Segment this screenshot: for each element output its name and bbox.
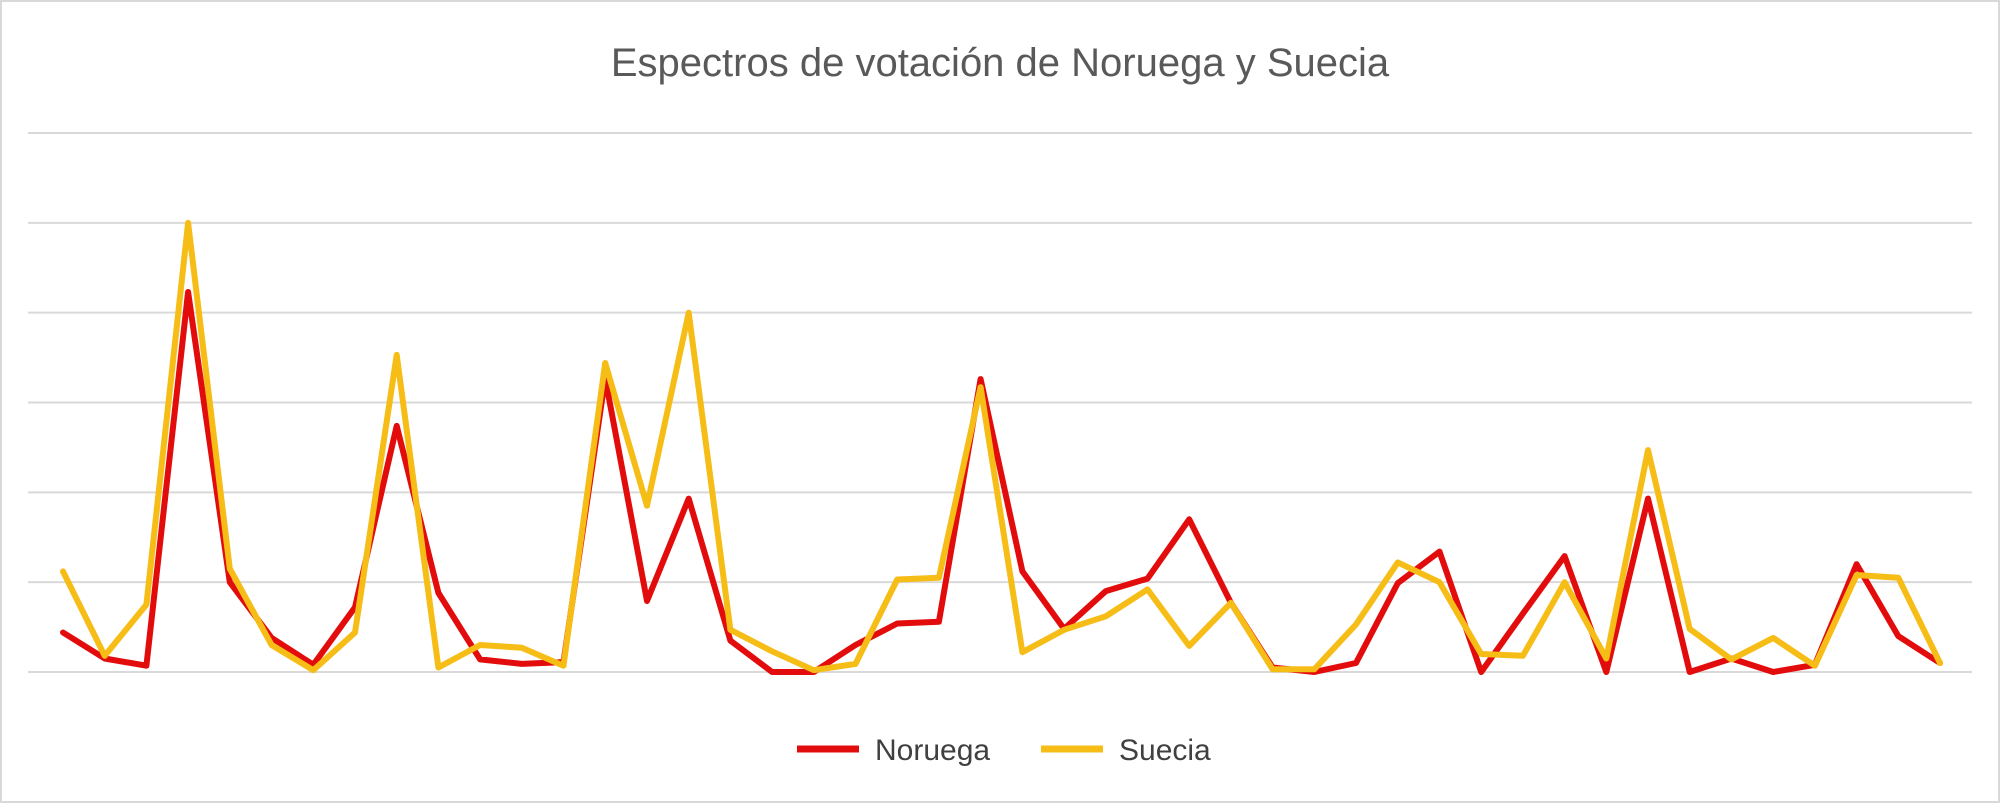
legend: Noruega Suecia — [797, 734, 1211, 767]
legend-item-noruega: Noruega — [797, 734, 990, 767]
legend-label-suecia: Suecia — [1119, 734, 1211, 767]
series-line-suecia — [60, 219, 1943, 674]
legend-item-suecia: Suecia — [1041, 734, 1211, 767]
series-lines — [60, 219, 1943, 675]
series-line-noruega — [60, 289, 1943, 675]
chart-title: Espectros de votación de Noruega y Sueci… — [611, 41, 1390, 85]
legend-label-noruega: Noruega — [875, 734, 990, 767]
